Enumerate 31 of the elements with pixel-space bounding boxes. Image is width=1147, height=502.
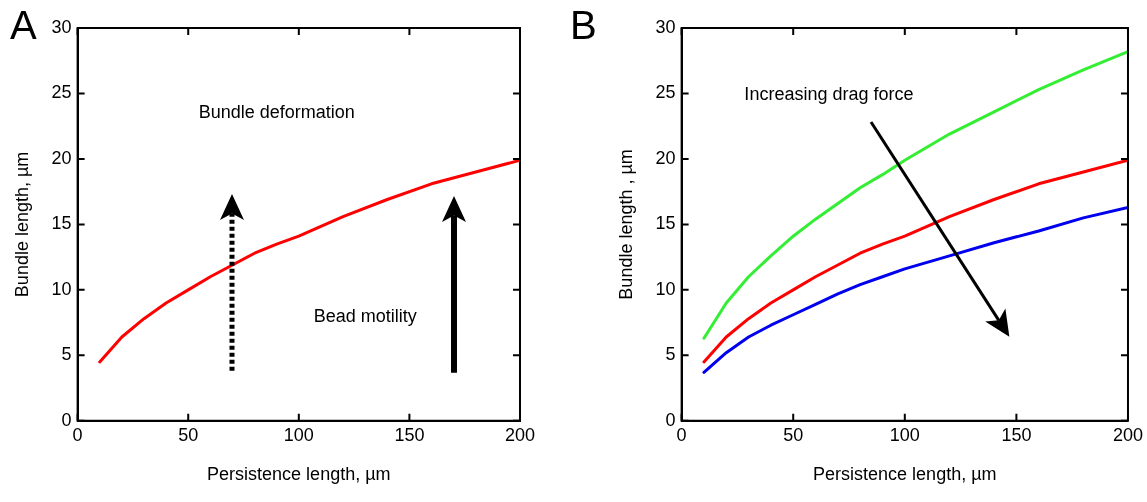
y-tick-label: 25 [51, 82, 72, 103]
chart-title: A [10, 3, 37, 48]
x-tick-label: 150 [394, 424, 425, 445]
x-tick-label: 100 [283, 424, 314, 445]
y-tick-label: 5 [61, 344, 72, 365]
y-tick-label: 5 [665, 344, 676, 365]
y-axis-title: Bundle length , µm [615, 149, 636, 300]
x-tick-label: 100 [889, 424, 920, 445]
y-tick-label: 25 [655, 82, 676, 103]
y-tick-label: 0 [61, 409, 72, 430]
x-tick-label: 50 [178, 424, 199, 445]
annotation: Increasing drag force [744, 83, 914, 104]
annotation: Bead motility [313, 306, 417, 327]
y-tick-label: 20 [655, 147, 676, 168]
y-tick-label: 10 [655, 278, 676, 299]
chart-title: B [570, 3, 597, 48]
x-axis-title: Persistence length, µm [207, 464, 391, 485]
y-tick-label: 20 [51, 147, 72, 168]
y-tick-label: 10 [51, 278, 72, 299]
x-tick-label: 200 [1112, 424, 1144, 445]
y-tick-label: 30 [51, 16, 72, 37]
annotation: Bundle deformation [198, 102, 355, 123]
y-tick-label: 15 [51, 213, 72, 234]
y-tick-label: 15 [655, 213, 676, 234]
x-axis-title: Persistence length, µm [813, 464, 997, 485]
y-tick-label: 30 [655, 16, 676, 37]
x-tick-label: 50 [783, 424, 804, 445]
y-axis-title: Bundle length, µm [11, 151, 32, 298]
y-tick-label: 0 [665, 409, 676, 430]
x-tick-label: 200 [504, 424, 536, 445]
x-tick-label: 150 [1001, 424, 1032, 445]
